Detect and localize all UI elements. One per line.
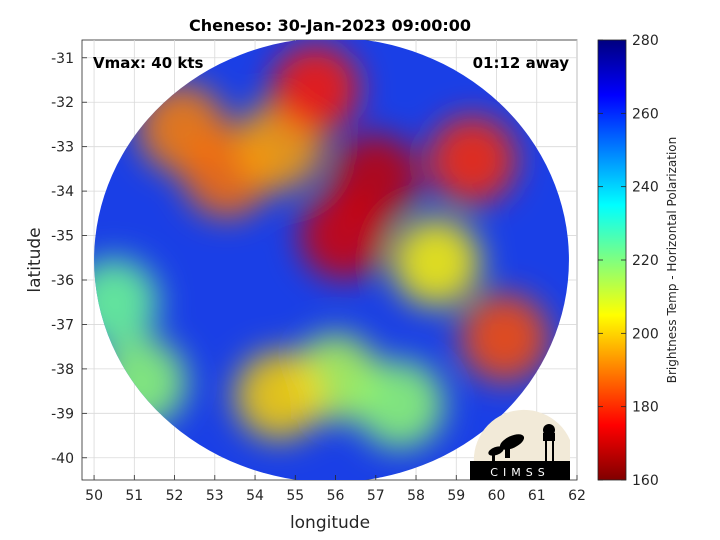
y-tick-label: -34	[51, 184, 74, 200]
vmax-annotation: Vmax: 40 kts	[93, 54, 203, 72]
swath-region	[94, 257, 159, 347]
x-axis-label: longitude	[290, 513, 370, 533]
swath-region	[391, 217, 481, 307]
y-tick-label: -39	[51, 406, 74, 422]
swath-region	[355, 360, 445, 449]
y-tick-label: -35	[51, 229, 74, 245]
swath-regions	[94, 44, 549, 449]
x-tick-label: 60	[488, 488, 506, 504]
chart-title: Cheneso: 30-Jan-2023 09:00:00	[189, 16, 471, 35]
y-axis-label: latitude	[25, 227, 45, 292]
x-tick-label: 52	[166, 488, 184, 504]
time-away-annotation: 01:12 away	[473, 54, 570, 72]
y-tick-label: -37	[51, 317, 74, 333]
x-tick-label: 61	[528, 488, 546, 504]
svg-text:CIMSS: CIMSS	[490, 466, 549, 479]
colorbar-label: Brightness Temp - Horizontal Polarizatio…	[665, 137, 679, 384]
x-tick-label: 57	[367, 488, 385, 504]
colorbar-ticks: 160 180 200 220 240 260 280	[598, 33, 659, 489]
y-tick-label: -40	[51, 451, 74, 467]
x-tick-label: 53	[206, 488, 224, 504]
colorbar-tick-label: 200	[632, 326, 659, 342]
x-tick-label: 50	[85, 488, 103, 504]
y-tick-label: -31	[51, 51, 74, 67]
y-tick-label: -38	[51, 362, 74, 378]
x-tick-label: 56	[327, 488, 345, 504]
swath-region	[428, 115, 517, 205]
y-tick-label: -33	[51, 140, 74, 156]
y-axis-ticks: -31 -32 -33 -34 -35 -36 -37 -38 -39 -40	[51, 51, 87, 467]
swath-region	[271, 44, 360, 134]
colorbar-tick-label: 280	[632, 33, 659, 49]
x-tick-label: 54	[246, 488, 264, 504]
brightness-temp-swath	[94, 40, 569, 480]
y-tick-label: -32	[51, 95, 74, 111]
cimss-logo: CIMSS	[470, 409, 570, 480]
x-tick-label: 58	[407, 488, 425, 504]
y-tick-label: -36	[51, 273, 74, 289]
colorbar-tick-label: 220	[632, 253, 659, 269]
x-tick-label: 55	[286, 488, 304, 504]
colorbar-tick-label: 160	[632, 473, 659, 489]
x-tick-label: 62	[568, 488, 586, 504]
colorbar-tick-label: 240	[632, 180, 659, 196]
swath-region	[234, 351, 324, 440]
swath-region	[460, 293, 549, 383]
x-tick-label: 59	[447, 488, 465, 504]
x-tick-label: 51	[125, 488, 143, 504]
colorbar-tick-label: 180	[632, 400, 659, 416]
x-axis-ticks: 50 51 52 53 54 55 56 57 58 59 60 61 62	[85, 475, 586, 504]
swath-region	[299, 191, 388, 280]
colorbar-tick-label: 260	[632, 106, 659, 122]
